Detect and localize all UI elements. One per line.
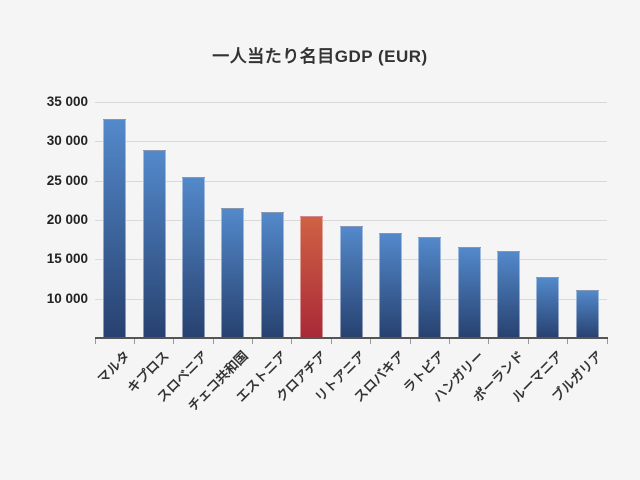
x-axis-tick [252, 339, 254, 344]
gridline [95, 180, 607, 182]
chart-title: 一人当たり名目GDP (EUR) [212, 47, 428, 66]
gridline [95, 141, 607, 143]
plot-area [94, 102, 608, 344]
bar[interactable] [181, 176, 205, 338]
y-tick-label: 30 000 [46, 133, 88, 149]
bar[interactable] [575, 290, 599, 338]
bar[interactable] [418, 237, 442, 338]
y-tick-label: 10 000 [46, 290, 88, 306]
bar[interactable] [378, 232, 402, 338]
bar[interactable] [221, 208, 245, 338]
x-axis-tick [330, 339, 332, 344]
x-axis-tick [527, 339, 529, 344]
bar[interactable] [260, 212, 284, 338]
x-axis-tick [212, 339, 214, 344]
bar[interactable] [497, 250, 521, 338]
x-axis-tick [173, 339, 175, 344]
gridline [95, 220, 607, 221]
y-tick-label: 35 000 [46, 94, 88, 109]
bar-highlighted[interactable] [300, 216, 324, 338]
x-axis-tick [94, 339, 96, 344]
x-axis-line [95, 337, 608, 339]
bar[interactable] [103, 119, 127, 338]
y-tick-label: 25 000 [46, 172, 88, 188]
x-axis-tick [448, 339, 450, 344]
y-tick-label: 20 000 [46, 212, 88, 227]
bar[interactable] [457, 246, 481, 338]
x-axis-tick [291, 339, 293, 344]
bar[interactable] [339, 225, 363, 338]
bar[interactable] [142, 150, 166, 338]
bar[interactable] [536, 276, 560, 338]
x-axis-tick [567, 339, 569, 344]
x-axis-tick [488, 339, 490, 344]
x-axis-tick [133, 339, 135, 344]
gridline [95, 102, 607, 103]
x-axis-tick [606, 339, 608, 344]
x-axis-tick [409, 339, 411, 344]
y-tick-label: 15 000 [46, 251, 88, 267]
x-axis-tick [370, 339, 372, 344]
